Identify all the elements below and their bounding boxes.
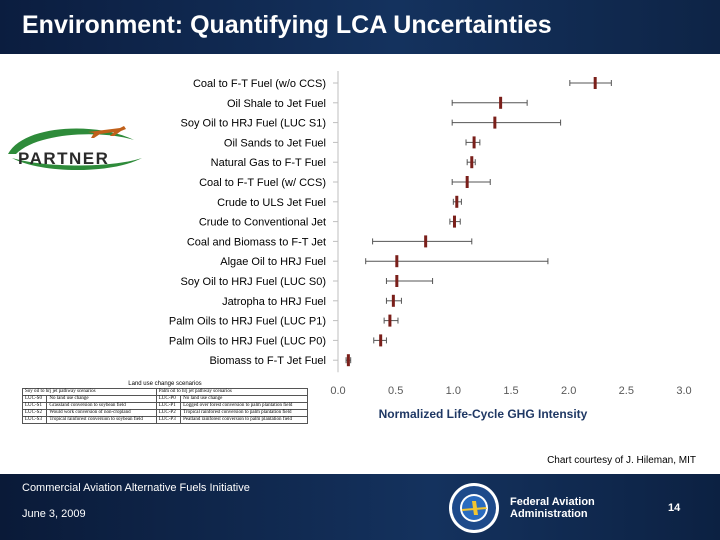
footer-date: June 3, 2009 <box>22 508 86 520</box>
table-cell: LUC-S1 <box>21 402 48 410</box>
category-label: Natural Gas to F-T Fuel <box>211 157 326 169</box>
scenario-caption: Land use change scenarios <box>128 381 202 387</box>
category-label: Oil Sands to Jet Fuel <box>224 137 326 149</box>
logo-text: PARTNER <box>18 149 109 168</box>
category-label: Palm Oils to HRJ Fuel (LUC P1) <box>169 316 326 328</box>
x-axis-label: Normalized Life-Cycle GHG Intensity <box>379 407 588 421</box>
chart-credit: Chart courtesy of J. Hileman, MIT <box>547 455 696 466</box>
category-label: Coal to F-T Fuel (w/ CCS) <box>199 177 326 189</box>
table-cell: LUC-S3 <box>21 416 48 424</box>
x-tick-label: 2.0 <box>561 385 576 397</box>
faa-name-line2: Administration <box>510 508 588 520</box>
category-label: Biomass to F-T Jet Fuel <box>209 355 326 367</box>
table-cell: LUC-P0 <box>155 395 182 403</box>
table-cell: LUC-P1 <box>155 402 182 410</box>
data-point <box>388 314 392 327</box>
data-point <box>472 136 476 149</box>
data-point <box>465 176 469 188</box>
table-cell: Tropical rainforest conversion to soybea… <box>46 416 157 424</box>
title-bar: Environment: Quantifying LCA Uncertainti… <box>0 0 720 54</box>
table-cell: Logged over forest conversion to palm pl… <box>180 402 308 410</box>
data-point <box>493 116 497 129</box>
category-label: Algae Oil to HRJ Fuel <box>220 256 326 268</box>
x-tick-label: 0.5 <box>388 385 403 397</box>
data-point <box>379 334 383 347</box>
table-cell: LUC-S0 <box>21 395 48 403</box>
x-tick-label: 1.0 <box>446 385 461 397</box>
faa-name: Federal Aviation Administration <box>510 496 620 520</box>
table-cell: Grassland conversion to soybean field <box>46 402 157 410</box>
table-cell: LUC-P2 <box>155 409 182 417</box>
data-point <box>391 294 395 307</box>
table-cell: No land use change <box>180 395 308 403</box>
scenario-grid: Soy oil to hrj jet pathway scenarios Pal… <box>21 388 309 424</box>
category-label: Soy Oil to HRJ Fuel (LUC S1) <box>181 118 326 130</box>
x-tick-label: 0.0 <box>330 385 345 397</box>
category-label: Coal and Biomass to F-T Jet <box>187 236 326 248</box>
category-label: Soy Oil to HRJ Fuel (LUC S0) <box>181 276 326 288</box>
table-cell: Peatland rainforest conversion to palm p… <box>180 416 308 424</box>
table-row: LUC-S2 Would work conversion of non-crop… <box>21 409 308 417</box>
data-point <box>455 195 459 208</box>
table-cell: LUC-P3 <box>155 416 182 424</box>
category-label: Crude to Conventional Jet <box>199 217 326 229</box>
table-row: LUC-S1 Grassland conversion to soybean f… <box>21 402 308 410</box>
table-cell: Tropical rainforest conversion to palm p… <box>180 409 308 417</box>
category-label: Jatropha to HRJ Fuel <box>222 296 326 308</box>
slide-title: Environment: Quantifying LCA Uncertainti… <box>22 11 552 39</box>
data-point <box>395 255 399 268</box>
data-point <box>470 156 474 169</box>
category-label: Palm Oils to HRJ Fuel (LUC P0) <box>169 335 326 347</box>
table-cell: LUC-S2 <box>21 409 48 417</box>
table-cell: Would work conversion of non-cropland <box>46 409 157 417</box>
table-row: LUC-S0 No land use change LUC-P0 No land… <box>21 395 308 403</box>
x-tick-label: 3.0 <box>676 385 691 397</box>
scenario-table: Land use change scenarios Soy oil to hrj… <box>21 380 309 472</box>
data-point <box>395 275 399 287</box>
footer-initiative: Commercial Aviation Alternative Fuels In… <box>22 482 250 494</box>
data-point <box>499 96 503 109</box>
header-soy: Soy oil to hrj jet pathway scenarios <box>22 388 157 396</box>
errorbar-chart: Coal to F-T Fuel (w/o CCS) Oil Shale to J… <box>169 71 692 421</box>
faa-name-line1: Federal Aviation <box>510 496 595 508</box>
category-label: Oil Shale to Jet Fuel <box>227 98 326 110</box>
page-number: 14 <box>668 502 681 514</box>
category-label: Coal to F-T Fuel (w/o CCS) <box>193 78 326 90</box>
partner-logo: PARTNER <box>8 126 142 170</box>
header-palm: Palm oil to hrj jet pathway scenarios <box>155 388 309 396</box>
x-tick-label: 2.5 <box>619 385 634 397</box>
data-point <box>593 77 597 89</box>
table-cell: No land use change <box>46 395 157 403</box>
data-point <box>452 215 456 228</box>
faa-seal-icon <box>449 483 499 533</box>
category-label: Crude to ULS Jet Fuel <box>217 197 326 209</box>
table-header-row: Soy oil to hrj jet pathway scenarios Pal… <box>22 388 309 396</box>
data-point <box>424 235 428 248</box>
table-row: LUC-S3 Tropical rainforest conversion to… <box>21 416 308 424</box>
x-tick-label: 1.5 <box>503 385 518 397</box>
data-point <box>346 354 350 367</box>
footer-bar: Commercial Aviation Alternative Fuels In… <box>0 474 720 540</box>
